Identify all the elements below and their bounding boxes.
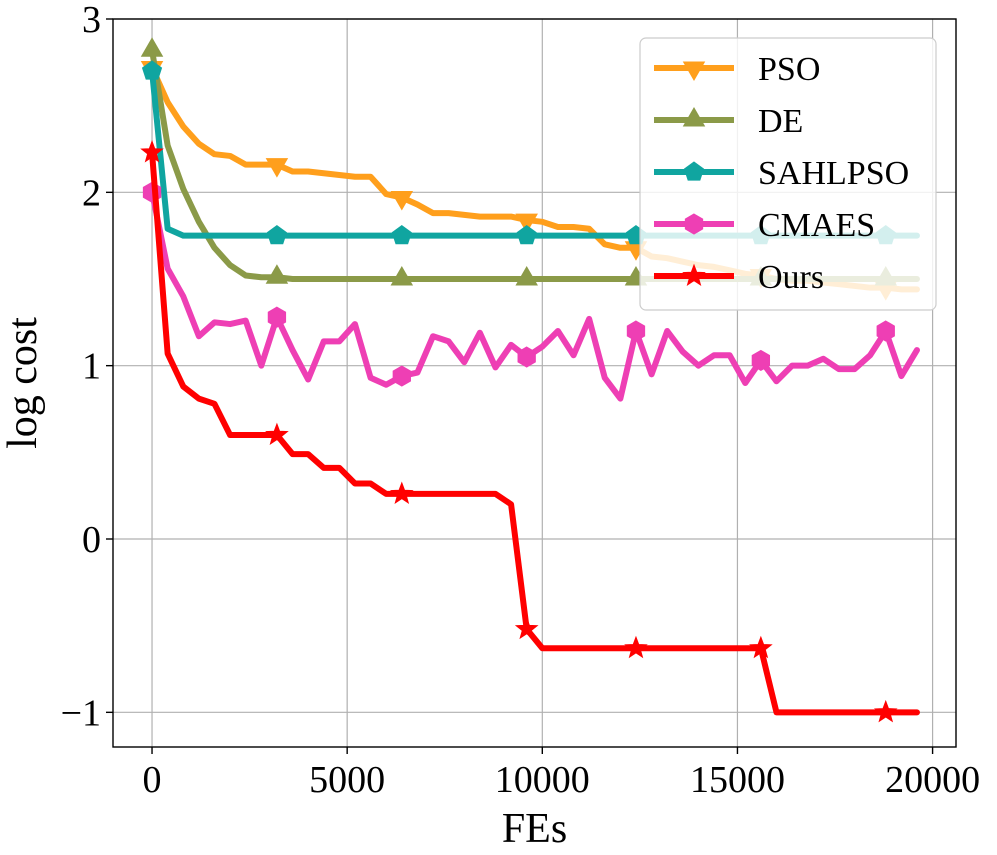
- legend-marker-sahlpso: [683, 161, 705, 181]
- x-tick-label: 20000: [885, 759, 980, 801]
- y-tick-label: 0: [82, 519, 101, 561]
- legend-label-sahlpso: SAHLPSO: [758, 155, 909, 192]
- data-point-cmaes: [751, 349, 771, 372]
- data-point-cmaes: [392, 365, 411, 387]
- data-point-sahlpso: [391, 225, 412, 245]
- data-point-de: [390, 266, 414, 286]
- legend-box: [639, 37, 937, 311]
- legend-item-ours: Ours: [654, 259, 824, 296]
- series-cmaes: [142, 181, 920, 402]
- x-tick-label: 0: [143, 759, 162, 801]
- legend-marker-ours: [682, 263, 706, 287]
- legend-item-de: DE: [654, 103, 803, 140]
- legend-label-de: DE: [758, 103, 803, 140]
- data-point-cmaes: [626, 320, 646, 342]
- data-point-de: [140, 37, 164, 57]
- data-point-ours: [140, 140, 164, 163]
- legend-label-ours: Ours: [758, 259, 824, 296]
- data-point-sahlpso: [516, 225, 537, 245]
- x-tick-label: 5000: [309, 759, 385, 801]
- data-point-cmaes: [876, 320, 895, 342]
- data-point-ours: [624, 635, 648, 659]
- legend: PSO DE SAHLPSO CMAES Ours: [639, 37, 937, 311]
- data-point-sahlpso: [266, 225, 288, 245]
- legend-label-cmaes: CMAES: [758, 207, 875, 244]
- legend-item-cmaes: CMAES: [654, 207, 875, 244]
- legend-marker-pso: [682, 61, 706, 82]
- data-point-sahlpso: [141, 60, 163, 80]
- x-tick-label: 15000: [690, 759, 785, 801]
- data-point-pso: [265, 158, 289, 178]
- x-tick-label: 10000: [495, 759, 590, 801]
- data-point-pso: [390, 191, 414, 211]
- data-point-de: [265, 264, 289, 284]
- legend-label-pso: PSO: [758, 51, 820, 88]
- data-point-ours: [389, 481, 414, 504]
- legend-marker-cmaes: [684, 213, 704, 235]
- data-point-ours: [873, 699, 898, 723]
- data-point-pso: [515, 213, 538, 234]
- legend-item-sahlpso: SAHLPSO: [654, 155, 909, 192]
- series-ours: [140, 140, 920, 723]
- legend-item-pso: PSO: [654, 51, 820, 88]
- y-tick-label: −1: [61, 692, 101, 734]
- legend-marker-de: [682, 106, 706, 127]
- y-tick-label: 1: [82, 346, 101, 388]
- data-point-de: [515, 266, 538, 286]
- y-tick-label: 3: [82, 0, 101, 41]
- data-point-ours: [514, 616, 539, 640]
- y-axis-label: log cost: [0, 317, 46, 449]
- y-tick-label: 2: [82, 172, 101, 214]
- data-point-cmaes: [517, 346, 536, 368]
- data-point-cmaes: [267, 306, 287, 328]
- data-point-ours: [265, 422, 289, 446]
- ticks-layer: 0 5000 10000 15000 20000 −1 0 1 2 3: [61, 0, 981, 801]
- x-axis-label: FEs: [502, 806, 567, 852]
- plot-frame: [112, 18, 957, 748]
- data-point-ours: [749, 635, 773, 659]
